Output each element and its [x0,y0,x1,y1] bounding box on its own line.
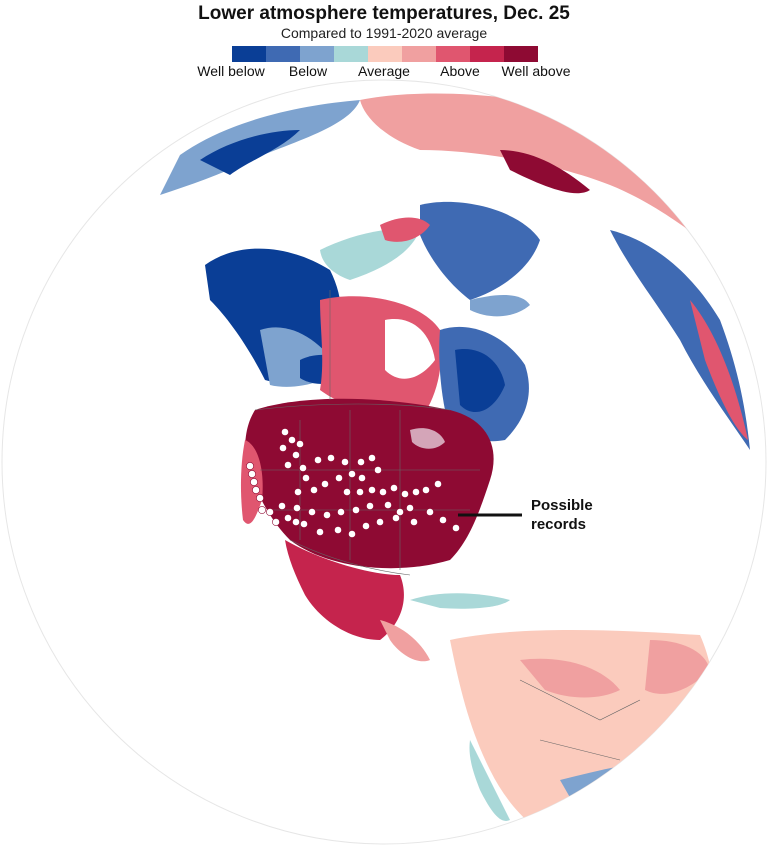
record-marker [392,514,400,522]
region-arctic-islands-warm [380,217,430,242]
region-scandinavia-hot [500,150,590,194]
record-marker [302,474,310,482]
record-marker [321,480,329,488]
record-marker [258,506,266,514]
record-marker [296,440,304,448]
record-marker [401,490,409,498]
legend-swatch [470,46,504,62]
region-hudson-bay [385,319,435,379]
record-marker [250,478,258,486]
record-marker [316,528,324,536]
record-marker [368,454,376,462]
record-marker [422,486,430,494]
legend-swatch [436,46,470,62]
legend-label-above: Above [440,63,480,79]
record-marker [299,464,307,472]
record-marker [452,524,460,532]
chart-title: Lower atmosphere temperatures, Dec. 25 [198,3,570,24]
legend-swatch [402,46,436,62]
legend-swatch [266,46,300,62]
region-central-america [380,620,430,662]
record-marker [426,508,434,516]
legend-swatch [300,46,334,62]
annotation-line-1: Possible [531,497,593,514]
record-marker [294,488,302,496]
record-marker [434,480,442,488]
record-marker [348,470,356,478]
legend-label-average: Average [358,63,410,79]
record-marker [288,436,296,444]
annotation-label: Possible records [531,496,593,534]
record-marker [279,444,287,452]
region-south-america-east [645,640,710,694]
region-east-canada-core [455,349,505,413]
region-siberia-cold [200,130,300,175]
record-marker [334,526,342,534]
record-marker [358,474,366,482]
record-marker [374,466,382,474]
annotation-line-2: records [531,516,587,533]
record-marker [300,520,308,528]
region-great-lakes [410,428,445,449]
record-marker [406,504,414,512]
region-eastern-europe [610,230,750,450]
record-marker [410,518,418,526]
record-marker [376,518,384,526]
record-marker [293,504,301,512]
region-south-america-andes [469,740,510,821]
record-marker [357,458,365,466]
legend-swatch [232,46,266,62]
record-marker [412,488,420,496]
legend-label-well-below: Well below [197,63,265,79]
record-marker [278,502,286,510]
record-marker [252,486,260,494]
record-marker [246,462,254,470]
record-marker [327,454,335,462]
chart-subtitle: Compared to 1991-2020 average [280,25,488,41]
record-marker [314,456,322,464]
record-marker [284,514,292,522]
legend-swatch [504,46,538,62]
record-marker [390,484,398,492]
record-marker [323,511,331,519]
record-marker [272,518,280,526]
legend-color-bar [232,46,538,62]
record-marker [337,508,345,516]
region-greenland-south [470,295,530,317]
record-marker [266,508,274,516]
record-marker [248,470,256,478]
record-marker [292,518,300,526]
record-markers [246,428,460,538]
record-marker [352,506,360,514]
record-marker [310,486,318,494]
record-marker [356,488,364,496]
record-marker [362,522,370,530]
record-marker [341,458,349,466]
legend-swatch [334,46,368,62]
region-eastern-europe-warm [690,300,748,440]
record-marker [384,501,392,509]
legend-label-below: Below [288,63,328,79]
record-marker [284,461,292,469]
record-marker [335,474,343,482]
legend-labels: Well below Below Average Above Well abov… [0,63,768,81]
record-marker [439,516,447,524]
legend-swatch [368,46,402,62]
record-marker [396,508,404,516]
region-greenland [420,201,540,300]
record-marker [368,486,376,494]
record-marker [256,494,264,502]
record-marker [308,508,316,516]
record-marker [281,428,289,436]
region-mexico [285,540,404,640]
record-marker [292,451,300,459]
region-south-america-warm [520,658,620,698]
record-marker [379,488,387,496]
record-marker [348,530,356,538]
legend-label-well-above: Well above [501,63,571,79]
record-marker [366,502,374,510]
record-marker [343,488,351,496]
region-caribbean [410,593,510,609]
